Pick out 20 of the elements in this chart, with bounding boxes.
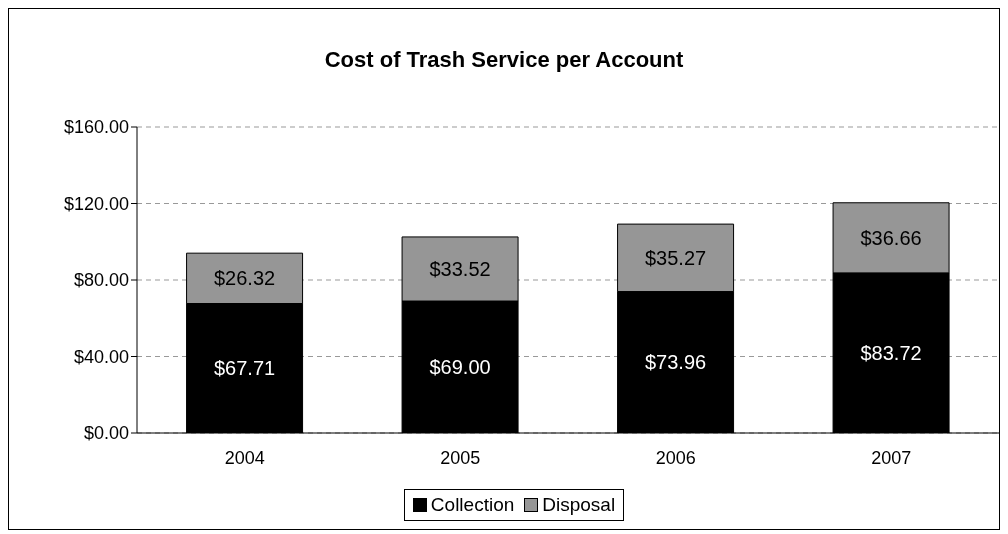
y-tick-label: $160.00 — [63, 117, 129, 138]
data-label: $69.00 — [429, 356, 491, 379]
y-tick-label: $120.00 — [63, 193, 129, 214]
y-tick-label: $0.00 — [83, 423, 129, 444]
y-tick-label: $80.00 — [73, 270, 129, 291]
y-tick-label: $40.00 — [73, 346, 129, 367]
x-tick-label: 2006 — [655, 447, 696, 468]
legend-label: Collection — [430, 494, 515, 516]
data-label: $67.71 — [213, 357, 276, 380]
data-label: $33.52 — [429, 258, 491, 281]
x-tick-label: 2007 — [871, 447, 912, 468]
x-tick-label: 2004 — [224, 447, 265, 468]
data-label: $26.32 — [213, 267, 276, 290]
legend-label: Disposal — [542, 494, 616, 516]
data-label: $83.72 — [860, 342, 922, 365]
data-label: $36.66 — [860, 226, 922, 249]
data-label: $73.96 — [644, 351, 707, 374]
data-label: $35.27 — [644, 246, 707, 269]
x-tick-label: 2005 — [440, 447, 481, 468]
chart-title: Cost of Trash Service per Account — [323, 47, 685, 73]
